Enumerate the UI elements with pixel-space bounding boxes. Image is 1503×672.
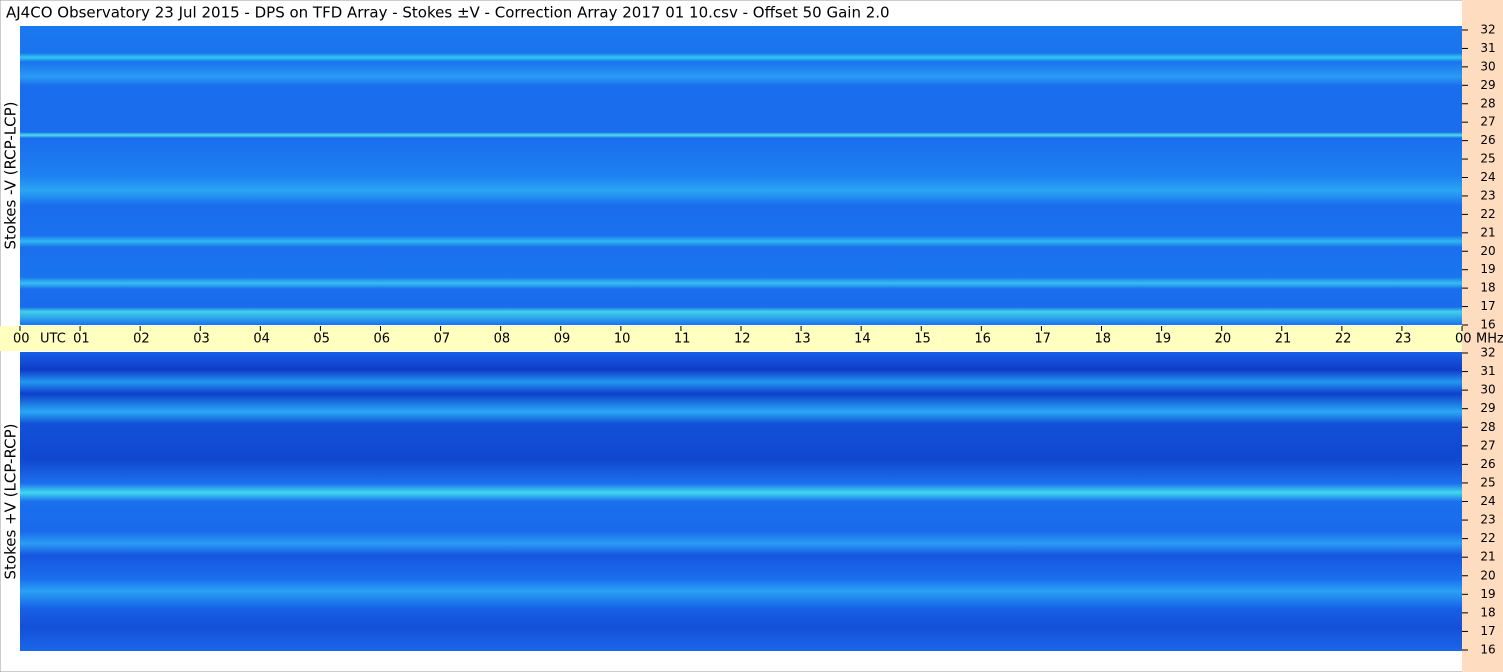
x-tick-label: 01: [73, 332, 90, 347]
y-tick-label: 29: [1480, 78, 1495, 92]
x-tick-label: 00: [1455, 332, 1472, 347]
x-tick-label: 09: [554, 332, 571, 347]
x-tick-label: 17: [1034, 332, 1051, 347]
y-tick-label: 17: [1480, 299, 1495, 313]
y-tick-label: 31: [1480, 364, 1495, 378]
y-tick-label: 18: [1480, 281, 1495, 295]
y-tick-label: 16: [1480, 643, 1495, 657]
y-tick-label: 29: [1480, 401, 1495, 415]
y-tick-label: 19: [1480, 587, 1495, 601]
y-tick-label: 25: [1480, 152, 1495, 166]
y-tick-label: 20: [1480, 244, 1495, 258]
time-axis-strip: [0, 326, 1462, 351]
x-tick-label: 07: [434, 332, 451, 347]
x-tick-label: 16: [974, 332, 991, 347]
x-tick-label: 18: [1095, 332, 1112, 347]
y-tick-label: 28: [1480, 420, 1495, 434]
y-tick-label: 23: [1480, 188, 1495, 202]
x-tick-label: 12: [734, 332, 751, 347]
y-tick-label: 32: [1480, 23, 1495, 37]
y-tick-label: 28: [1480, 96, 1495, 110]
spectrogram-image: [20, 352, 1462, 651]
title: AJ4CO Observatory 23 Jul 2015 - DPS on T…: [6, 4, 890, 22]
y-tick-label: 16: [1480, 318, 1495, 332]
y-tick-label: 20: [1480, 568, 1495, 582]
x-tick-label: 22: [1335, 332, 1352, 347]
y-tick-label: 31: [1480, 41, 1495, 55]
y-tick-label: 26: [1480, 457, 1495, 471]
x-tick-label: 05: [313, 332, 330, 347]
x-tick-label: 06: [374, 332, 391, 347]
x-tick-label: 11: [674, 332, 691, 347]
x-tick-label: 00: [13, 332, 30, 347]
y-tick-label: 24: [1480, 170, 1495, 184]
y-tick-label: 24: [1480, 494, 1495, 508]
x-tick-label: 13: [794, 332, 811, 347]
time-unit: UTC: [40, 332, 66, 347]
y-tick-label: 27: [1480, 438, 1495, 452]
y-tick-label: 22: [1480, 531, 1495, 545]
y-axis-label: Stokes +V (LCP-RCP): [2, 424, 20, 580]
x-tick-label: 23: [1395, 332, 1412, 347]
x-tick-label: 21: [1275, 332, 1292, 347]
x-tick-label: 14: [854, 332, 871, 347]
y-tick-label: 25: [1480, 475, 1495, 489]
y-tick-label: 19: [1480, 262, 1495, 276]
x-tick-label: 04: [253, 332, 270, 347]
y-tick-label: 30: [1480, 383, 1495, 397]
x-tick-label: 08: [494, 332, 511, 347]
y-tick-label: 17: [1480, 624, 1495, 638]
x-tick-label: 03: [193, 332, 210, 347]
x-tick-label: 10: [614, 332, 631, 347]
y-axis-label: Stokes -V (RCP-LCP): [2, 102, 20, 250]
freq-unit: MHz: [1476, 332, 1503, 347]
spectrogram-image: [20, 26, 1462, 325]
y-tick-label: 30: [1480, 59, 1495, 73]
y-tick-label: 21: [1480, 225, 1495, 239]
y-tick-label: 26: [1480, 133, 1495, 147]
y-tick-label: 18: [1480, 605, 1495, 619]
y-tick-label: 23: [1480, 513, 1495, 527]
y-tick-label: 21: [1480, 550, 1495, 564]
x-tick-label: 20: [1215, 332, 1232, 347]
x-tick-label: 02: [133, 332, 150, 347]
freq-axis-strip: [1462, 0, 1503, 672]
y-tick-label: 27: [1480, 115, 1495, 129]
x-tick-label: 19: [1155, 332, 1172, 347]
y-tick-label: 32: [1480, 346, 1495, 360]
y-tick-label: 22: [1480, 207, 1495, 221]
x-tick-label: 15: [914, 332, 931, 347]
